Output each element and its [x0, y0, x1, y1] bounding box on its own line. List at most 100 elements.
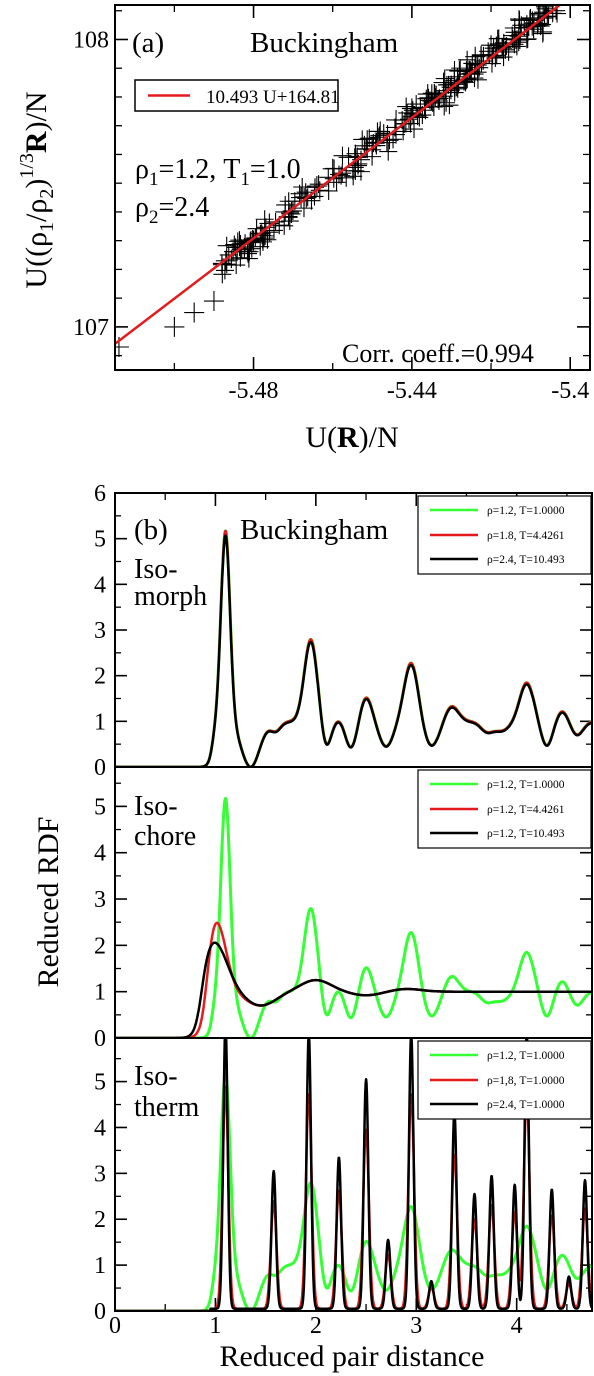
panel-b-ytick-label: 4: [94, 572, 106, 598]
panel-a-fit-line: [115, 5, 562, 345]
scatter-point: [445, 60, 464, 79]
scatter-point: [379, 142, 398, 161]
panel-b-ytick-label: 5: [94, 527, 106, 553]
rho1-rest: =1.2, T: [158, 154, 240, 185]
panel-a-legend: 10.493 U+164.81: [134, 79, 340, 112]
isomorph-legend-entry-1: ρ=1.2, T=1.0000: [487, 505, 565, 517]
ylabel-a-suffix: )/N: [20, 91, 53, 131]
scatter-point: [212, 255, 231, 274]
scatter-point: [294, 199, 313, 218]
scatter-point: [217, 236, 236, 255]
panel-b-label: (b): [134, 514, 168, 546]
panel-a-xtick-label: -5.48: [229, 378, 279, 404]
scatter-point: [275, 201, 296, 222]
ylabel-a-mid: /ρ: [20, 199, 53, 222]
isomorph-label-line2: morph: [134, 581, 207, 612]
isochore-legend: ρ=1.2, T=1.0000 ρ=1.2, T=4.4261 ρ=1.2, T…: [417, 769, 592, 849]
panel-a-frame: [114, 4, 591, 371]
scatter-point: [322, 158, 343, 179]
ylabel-a-bold: R: [20, 131, 53, 153]
scatter-point: [360, 129, 379, 148]
panel-a: -5.48 -5.44 -5.4 107 108 (a) Buckingham 10.4…: [16, 4, 591, 454]
t1-rest: =1.0: [250, 154, 301, 185]
t1-subscript: 1: [240, 169, 250, 190]
isomorph-legend-entry-2: ρ=1.8, T=4.4261: [487, 530, 565, 542]
scatter-point: [465, 46, 486, 67]
isotherm-legend-entry-3: ρ=2.4, T=1.0000: [487, 1099, 565, 1111]
rho1-subscript: 1: [149, 169, 159, 190]
scatter-point: [440, 96, 459, 115]
ylabel-a: U((ρ: [20, 232, 53, 289]
isochore-legend-entry-1: ρ=1.2, T=1.0000: [487, 779, 565, 791]
panel-b-ytick-label: 3: [94, 618, 106, 644]
isotherm-curve-black: [115, 1038, 592, 1311]
rho2-subscript: 2: [149, 207, 159, 228]
panel-b-xtick-label: 0: [109, 1313, 121, 1339]
panel-a-corr-annotation: Corr. coeff.=0.994: [342, 339, 534, 368]
scatter-point: [290, 184, 309, 203]
scatter-point: [504, 17, 525, 38]
scatter-point: [259, 213, 280, 234]
panel-a-ytick-label: 108: [73, 27, 109, 53]
scatter-point: [240, 242, 259, 261]
isomorph-curves: [115, 529, 592, 767]
panel-b-ytick-label: 0: [94, 1299, 106, 1325]
panel-a-title: Buckingham: [250, 27, 399, 59]
panel-b-frame: [114, 492, 593, 1312]
scatter-point: [517, 30, 536, 49]
isotherm-legend-entry-1: ρ=1.2, T=1.0000: [487, 1050, 565, 1062]
scatter-point: [449, 61, 470, 82]
panel-b-xtick-label: 4: [511, 1313, 523, 1339]
panel-b-ytick-label: 3: [94, 1161, 106, 1187]
ylabel-a-sub2: 2: [36, 189, 58, 199]
panel-a-xlabel: U(R)/N: [305, 421, 398, 454]
scatter-point: [437, 93, 456, 112]
panel-b-ytick-label: 5: [94, 794, 106, 820]
isomorph-curve-black: [115, 534, 592, 767]
scatter-point: [370, 121, 391, 142]
panel-a-xlabel-bold: R: [337, 421, 359, 454]
isomorph-label-line1: Iso-: [134, 554, 178, 585]
isomorph-legend-entry-3: ρ=2.4, T=10.493: [487, 554, 565, 566]
scatter-point: [258, 230, 277, 249]
isochore-legend-entry-3: ρ=1.2, T=10.493: [487, 828, 565, 840]
rho2-symbol: ρ: [135, 192, 149, 223]
panel-b-ylabel: Reduced RDF: [32, 817, 65, 988]
isochore-legend-entry-2: ρ=1.2, T=4.4261: [487, 804, 565, 816]
scatter-point: [255, 210, 274, 229]
scatter-point: [283, 201, 302, 220]
scatter-point: [243, 230, 264, 251]
panel-b-ytick-label: 4: [94, 1115, 106, 1141]
isochore-curve-black: [115, 941, 592, 1038]
isotherm-label-line1: Iso-: [134, 1061, 178, 1092]
ylabel-a-sub1: 1: [36, 222, 58, 232]
panel-a-xlabel-suffix: )/N: [359, 421, 399, 454]
panel-b-ytick-label: 1: [94, 709, 106, 735]
scatter-point: [386, 109, 407, 130]
panel-b-ytick-label: 1: [94, 980, 106, 1006]
isotherm-legend: ρ=1.2, T=1.0000 ρ=1,8, T=1.0000 ρ=2.4, T…: [417, 1040, 592, 1120]
scatter-point: [458, 50, 477, 69]
isotherm-label-line2: therm: [134, 1092, 200, 1123]
scatter-point: [333, 164, 352, 183]
rho2-rest: =2.4: [158, 192, 209, 223]
isomorph-legend: ρ=1.2, T=1.0000 ρ=1.8, T=4.4261 ρ=2.4, T…: [417, 495, 592, 575]
scatter-point: [184, 302, 205, 323]
panel-b-ytick-label: 4: [94, 841, 106, 867]
panel-b-ytick-label: 2: [94, 933, 106, 959]
scatter-point: [417, 84, 438, 105]
panel-a-xtick-label: -5.44: [387, 378, 437, 404]
panel-a-xlabel-prefix: U(: [305, 421, 337, 454]
scatter-point: [507, 37, 526, 56]
ylabel-a-paren: ): [20, 179, 53, 189]
scatter-point: [231, 239, 252, 260]
panel-a-rho2-annotation: ρ2=2.4: [135, 192, 209, 228]
isotherm-legend-entry-2: ρ=1,8, T=1.0000: [487, 1075, 565, 1087]
panel-b-ytick-label: 0: [94, 1026, 106, 1052]
panel-a-legend-label: 10.493 U+164.81: [206, 87, 340, 108]
scatter-point: [337, 168, 356, 187]
panel-a-rho1-annotation: ρ1=1.2, T1=1.0: [135, 154, 301, 190]
scatter-point: [533, 24, 552, 43]
